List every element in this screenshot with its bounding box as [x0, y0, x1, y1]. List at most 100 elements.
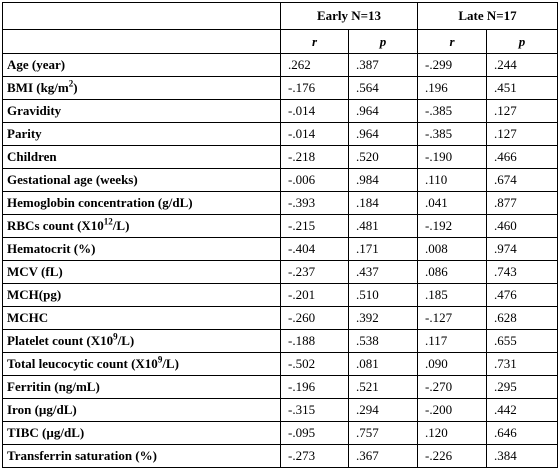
table-row: Children -.218.520 -.190.466	[2, 145, 559, 169]
row-label-text: Platelet count (X10	[7, 333, 114, 348]
table-row: Age (year) .262.387 -.299.244	[2, 53, 559, 77]
table-row: Hemoglobin concentration (g/dL) -.393.184…	[2, 191, 559, 215]
row-label-text: TIBC (µg/dL)	[7, 425, 85, 440]
value-cell-late-r: .041	[417, 191, 488, 215]
row-label: Hemoglobin concentration (g/dL)	[2, 191, 281, 215]
row-label-text: Hemoglobin concentration (g/dL)	[7, 195, 193, 210]
row-label: Children	[2, 145, 281, 169]
row-label: Iron (µg/dL)	[2, 398, 281, 422]
row-label: BMI (kg/m2)	[2, 76, 281, 100]
row-label: Gravidity	[2, 99, 281, 123]
row-label-text: Gravidity	[7, 103, 62, 118]
value-cell-early-p: .081	[347, 352, 419, 376]
table-row: Platelet count (X109/L) -.188.538.117.655	[2, 329, 559, 353]
value-cell-early-p: .564	[347, 76, 419, 100]
value-cell-late-r: .185	[417, 283, 488, 307]
group-header-late: Late N=17	[417, 2, 559, 30]
table-row: Ferritin (ng/mL) -.196.521 -.270.295	[2, 375, 559, 399]
row-label: Gestational age (weeks)	[2, 168, 281, 192]
value-cell-late-r: .110	[417, 168, 488, 192]
value-cell-early-r: -.014	[280, 99, 349, 123]
value-cell-early-r: -.273	[280, 444, 349, 468]
row-label: Transferrin saturation (%)	[2, 444, 281, 468]
value-cell-late-r: .117	[417, 329, 488, 353]
row-label-text: Transferrin saturation (%)	[7, 448, 157, 463]
row-label: Age (year)	[2, 53, 281, 77]
row-label: Platelet count (X109/L)	[2, 329, 281, 353]
value-cell-early-r: -.260	[280, 306, 349, 330]
value-cell-early-p: .392	[347, 306, 419, 330]
value-cell-late-p: .460	[486, 214, 559, 238]
value-cell-late-p: .442	[486, 398, 559, 422]
table-row: BMI (kg/m2) -.176.564.196.451	[2, 76, 559, 100]
value-cell-early-p: .964	[347, 122, 419, 146]
row-label-text: Age (year)	[7, 57, 66, 72]
row-label-text: Parity	[7, 126, 42, 141]
table-row: MCHC -.260.392 -.127.628	[2, 306, 559, 330]
value-cell-early-r: -.315	[280, 398, 349, 422]
table-row: RBCs count (X1012/L) -.215.481 -.192.460	[2, 214, 559, 238]
table-row: Iron (µg/dL) -.315.294 -.200.442	[2, 398, 559, 422]
stat-header-late-p: p	[486, 29, 559, 54]
value-cell-early-p: .520	[347, 145, 419, 169]
value-cell-early-p: .538	[347, 329, 419, 353]
value-cell-late-p: .877	[486, 191, 559, 215]
table-row: Gestational age (weeks) -.006.984.110.674	[2, 168, 559, 192]
row-label-text: )	[73, 80, 78, 95]
row-label-text: MCHC	[7, 310, 49, 325]
value-cell-late-p: .127	[486, 122, 559, 146]
row-label-superscript: 9	[157, 354, 163, 365]
value-cell-late-p: .731	[486, 352, 559, 376]
value-cell-early-r: -.095	[280, 421, 349, 445]
value-cell-early-p: .521	[347, 375, 419, 399]
row-label-superscript: 2	[68, 78, 74, 89]
value-cell-early-r: .262	[280, 53, 349, 77]
row-label: MCV (fL)	[2, 260, 281, 284]
row-label-superscript: 9	[113, 331, 118, 342]
value-cell-early-p: .481	[347, 214, 419, 238]
table-row: Transferrin saturation (%) -.273.367 -.226…	[2, 444, 559, 468]
value-cell-early-r: -.201	[280, 283, 349, 307]
value-cell-late-r: .008	[417, 237, 488, 261]
value-cell-early-p: .171	[347, 237, 419, 261]
value-cell-late-p: .646	[486, 421, 559, 445]
value-cell-early-r: -.176	[280, 76, 349, 100]
row-label-text: Hematocrit (%)	[7, 241, 96, 256]
group-header-row: Early N=13 Late N=17	[2, 2, 559, 30]
value-cell-late-r: -.299	[417, 53, 488, 77]
value-cell-early-r: -.393	[280, 191, 349, 215]
corner-cell	[2, 29, 281, 54]
value-cell-late-r: -.385	[417, 122, 488, 146]
value-cell-early-p: .387	[347, 53, 419, 77]
table-row: Total leucocytic count (X109/L) -.502.081…	[2, 352, 559, 376]
row-label: TIBC (µg/dL)	[2, 421, 281, 445]
value-cell-late-r: .196	[417, 76, 488, 100]
table-row: MCH(pg) -.201.510.185.476	[2, 283, 559, 307]
table-row: TIBC (µg/dL) -.095.757.120.646	[2, 421, 559, 445]
stat-header-late-r: r	[417, 29, 488, 54]
value-cell-late-p: .674	[486, 168, 559, 192]
value-cell-early-r: -.502	[280, 352, 349, 376]
value-cell-late-r: -.190	[417, 145, 488, 169]
row-label: Total leucocytic count (X109/L)	[2, 352, 281, 376]
value-cell-early-p: .757	[347, 421, 419, 445]
row-label-text: MCV (fL)	[7, 264, 63, 279]
row-label-text: Total leucocytic count (X10	[7, 356, 158, 371]
row-label-text: /L)	[117, 333, 135, 348]
stat-header-early-p: p	[347, 29, 419, 54]
stat-header-early-r: r	[280, 29, 349, 54]
value-cell-early-p: .367	[347, 444, 419, 468]
row-label-text: Gestational age (weeks)	[7, 172, 138, 187]
corner-cell	[2, 2, 281, 30]
value-cell-late-p: .476	[486, 283, 559, 307]
row-label: Parity	[2, 122, 281, 146]
value-cell-early-p: .964	[347, 99, 419, 123]
stat-header-row: r p r p	[2, 29, 559, 54]
row-label-text: RBCs count (X10	[7, 218, 104, 233]
row-label-text: Children	[7, 149, 57, 164]
value-cell-late-p: .244	[486, 53, 559, 77]
value-cell-late-p: .295	[486, 375, 559, 399]
value-cell-late-r: -.270	[417, 375, 488, 399]
value-cell-early-p: .184	[347, 191, 419, 215]
